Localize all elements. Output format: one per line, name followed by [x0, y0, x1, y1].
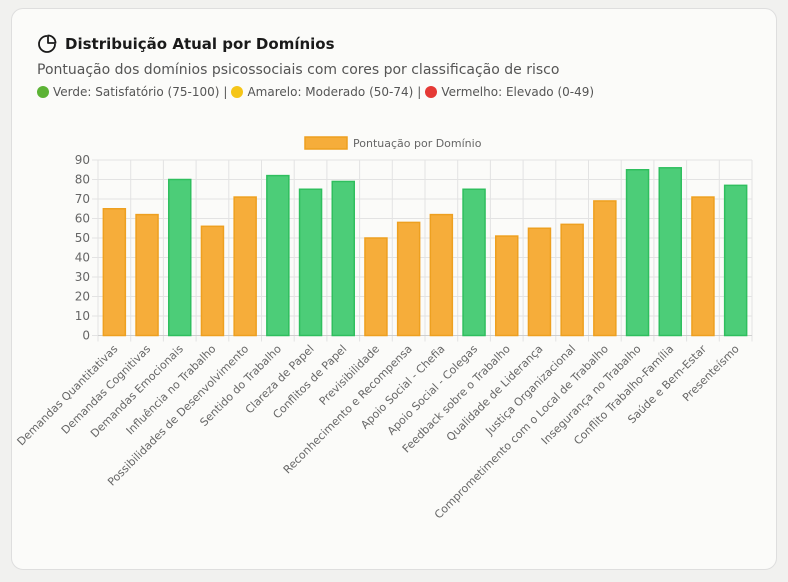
- y-tick-label: 60: [75, 212, 90, 226]
- bar: [495, 235, 519, 337]
- separator: |: [223, 85, 228, 99]
- bar: [462, 188, 486, 337]
- legend-yellow: Amarelo: Moderado (50-74): [247, 85, 414, 99]
- y-tick-label: 70: [75, 192, 90, 206]
- bar: [364, 237, 388, 337]
- y-tick-label: 0: [82, 329, 90, 343]
- title-text: Distribuição Atual por Domínios: [65, 35, 335, 53]
- bar: [527, 227, 552, 337]
- x-tick-label: Presenteísmo: [680, 342, 742, 404]
- bar: [560, 223, 584, 337]
- y-tick-label: 10: [75, 309, 90, 323]
- legend-label: Pontuação por Domínio: [353, 137, 482, 150]
- legend-green: Verde: Satisfatório (75-100): [53, 85, 220, 99]
- bar: [331, 180, 355, 337]
- bar: [691, 196, 715, 337]
- bar: [135, 213, 159, 337]
- yellow-dot-icon: [231, 86, 244, 98]
- red-dot-icon: [425, 86, 438, 98]
- bar: [593, 200, 617, 337]
- y-tick-label: 90: [75, 153, 90, 167]
- bar: [200, 225, 225, 337]
- legend-red: Vermelho: Elevado (0-49): [441, 85, 595, 99]
- bar: [396, 221, 421, 337]
- y-tick-label: 50: [75, 231, 90, 245]
- bar: [429, 213, 454, 337]
- legend-swatch: [304, 136, 348, 150]
- y-tick-label: 30: [75, 270, 90, 284]
- risk-legend: Verde: Satisfatório (75-100) | Amarelo: …: [37, 85, 594, 99]
- y-tick-label: 40: [75, 251, 90, 265]
- pie-chart-icon: [38, 34, 57, 53]
- bar: [298, 188, 323, 337]
- bar: [723, 184, 748, 337]
- bar: [102, 208, 127, 337]
- y-tick-label: 20: [75, 290, 90, 304]
- card-title: Distribuição Atual por Domínios: [37, 34, 335, 54]
- bar: [625, 169, 650, 337]
- green-dot-icon: [37, 86, 49, 98]
- separator: |: [417, 85, 422, 99]
- bar: [266, 174, 290, 337]
- bar: [168, 178, 192, 337]
- bar: [233, 196, 257, 337]
- subtitle: Pontuação dos domínios psicossociais com…: [37, 62, 560, 78]
- bar: [658, 167, 682, 337]
- y-tick-label: 80: [75, 173, 90, 187]
